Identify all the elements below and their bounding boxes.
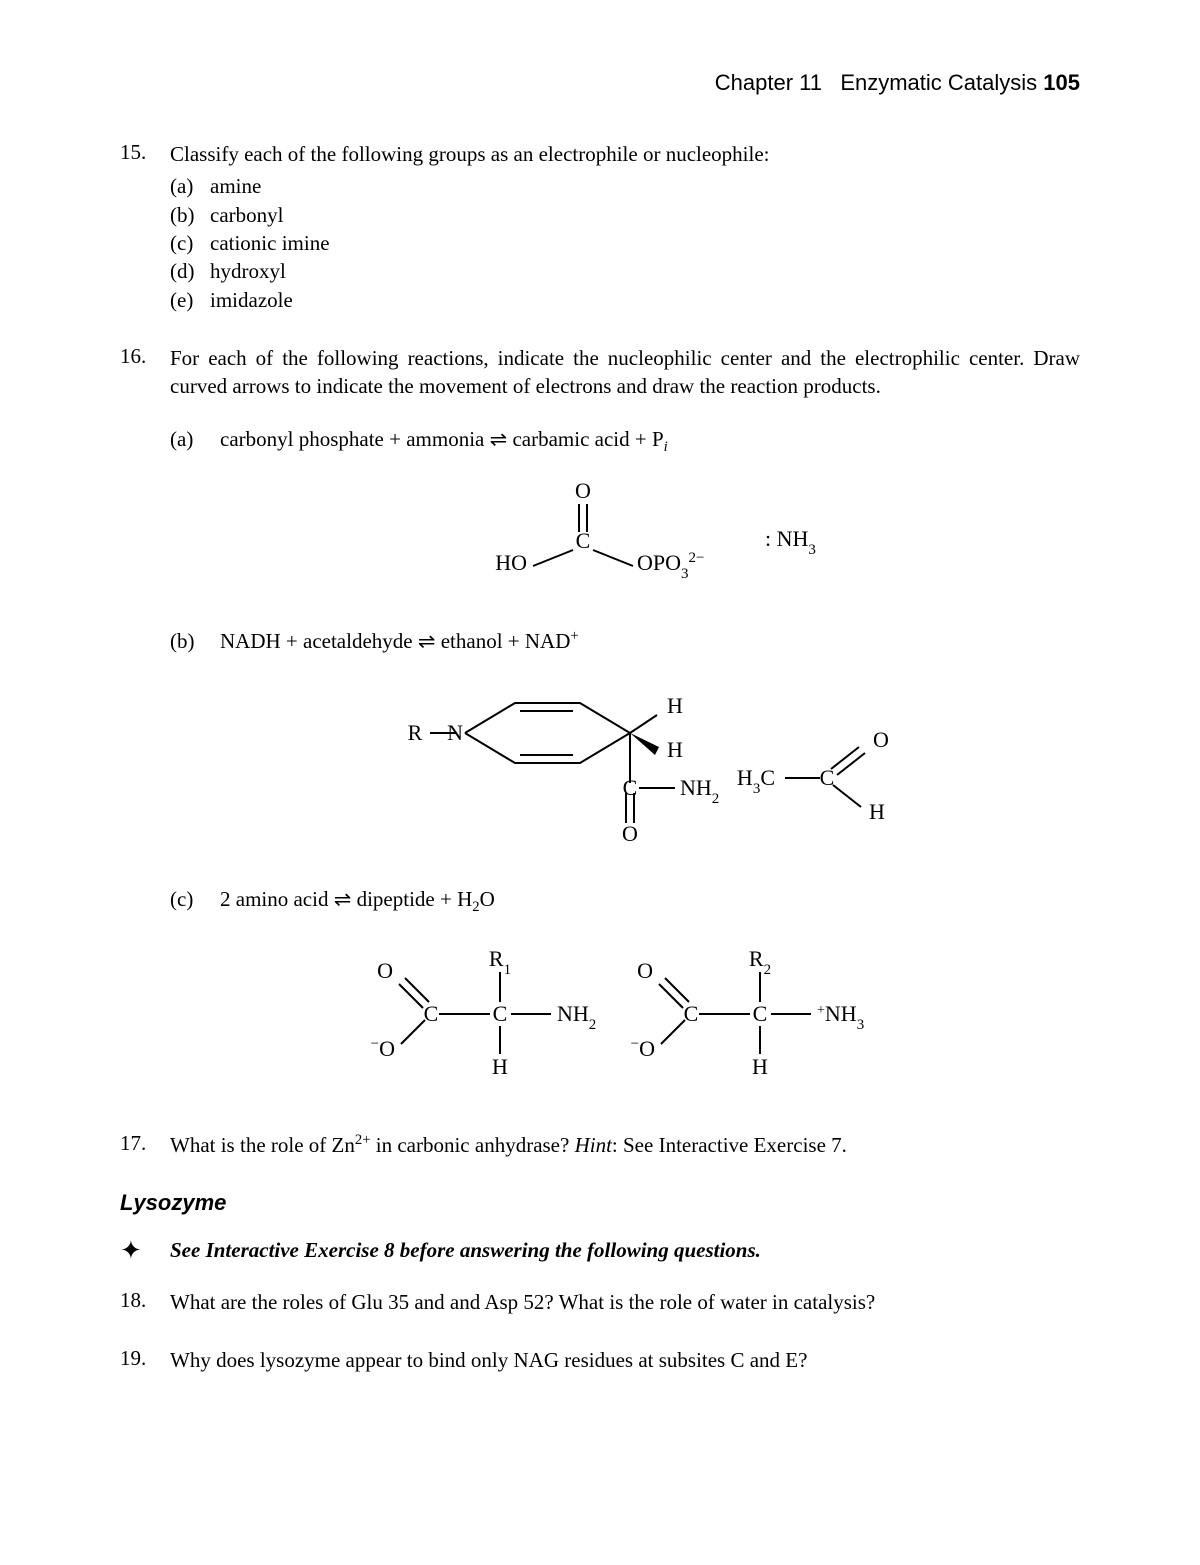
svg-text:H3C: H3C: [737, 765, 775, 797]
q16-number: 16.: [120, 344, 170, 369]
note-text: See Interactive Exercise 8 before answer…: [170, 1238, 761, 1263]
q16a-label: (a): [170, 425, 220, 458]
svg-text:H: H: [752, 1054, 768, 1079]
q15-opt-a: (a) amine: [170, 172, 1080, 200]
q15-opt-e: (e) imidazole: [170, 286, 1080, 314]
svg-text:C: C: [753, 1001, 768, 1026]
q19-number: 19.: [120, 1346, 170, 1371]
svg-text:HO: HO: [495, 550, 527, 575]
svg-text:−O: −O: [371, 1036, 395, 1061]
interactive-note: ✦ See Interactive Exercise 8 before answ…: [120, 1238, 1080, 1264]
section-lysozyme: Lysozyme: [120, 1190, 1080, 1216]
svg-text:H: H: [869, 799, 885, 824]
q17-text: What is the role of Zn2+ in carbonic anh…: [170, 1131, 1080, 1159]
svg-text:O: O: [377, 958, 393, 983]
svg-text:H: H: [667, 737, 683, 762]
page-header: Chapter 11 Enzymatic Catalysis 105: [120, 70, 1080, 96]
q19-text: Why does lysozyme appear to bind only NA…: [170, 1346, 1080, 1374]
svg-text:C: C: [623, 775, 638, 800]
q16b-structure: R N H H C NH2 O: [170, 673, 1080, 860]
svg-text:N: N: [447, 720, 463, 745]
q15-opt-c: (c) cationic imine: [170, 229, 1080, 257]
q16c-text: 2 amino acid ⇌ dipeptide + H2O: [220, 885, 495, 918]
svg-text:O: O: [873, 727, 889, 752]
svg-text:R: R: [408, 720, 423, 745]
header-chapter: Chapter 11: [715, 70, 822, 95]
q18-text: What are the roles of Glu 35 and and Asp…: [170, 1288, 1080, 1316]
q16c-structure: O −O C R1 C H NH2: [170, 936, 1080, 1093]
q16a-structure: O C HO OPO32− : NH3: [170, 476, 1080, 603]
page-number: 105: [1043, 70, 1080, 95]
svg-text:C: C: [576, 528, 591, 553]
svg-text:NH2: NH2: [680, 775, 719, 807]
svg-text:NH2: NH2: [557, 1001, 596, 1033]
note-arrow-icon: ✦: [120, 1238, 170, 1264]
q17-number: 17.: [120, 1131, 170, 1156]
q18-number: 18.: [120, 1288, 170, 1313]
q16-text: For each of the following reactions, ind…: [170, 346, 1080, 398]
svg-text:O: O: [637, 958, 653, 983]
header-title: Enzymatic Catalysis: [840, 70, 1037, 95]
q15-text: Classify each of the following groups as…: [170, 142, 770, 166]
svg-text:: NH3: : NH3: [765, 526, 816, 558]
svg-text:O: O: [622, 821, 638, 846]
question-15: 15. Classify each of the following group…: [120, 140, 1080, 314]
q16a-text: carbonyl phosphate + ammonia ⇌ carbamic …: [220, 425, 668, 458]
question-19: 19. Why does lysozyme appear to bind onl…: [120, 1346, 1080, 1374]
svg-text:H: H: [667, 693, 683, 718]
svg-text:H: H: [492, 1054, 508, 1079]
svg-text:C: C: [424, 1001, 439, 1026]
svg-text:OPO32−: OPO32−: [637, 550, 704, 582]
svg-text:O: O: [575, 478, 591, 503]
svg-text:C: C: [820, 765, 835, 790]
question-17: 17. What is the role of Zn2+ in carbonic…: [120, 1131, 1080, 1159]
q16c-label: (c): [170, 885, 220, 918]
page: Chapter 11 Enzymatic Catalysis 105 15. C…: [0, 0, 1200, 1565]
svg-text:−O: −O: [631, 1036, 655, 1061]
svg-text:+NH3: +NH3: [817, 1001, 864, 1033]
question-18: 18. What are the roles of Glu 35 and and…: [120, 1288, 1080, 1316]
q16b-text: NADH + acetaldehyde ⇌ ethanol + NAD+: [220, 627, 579, 655]
svg-text:C: C: [493, 1001, 508, 1026]
svg-text:C: C: [684, 1001, 699, 1026]
question-16: 16. For each of the following reactions,…: [120, 344, 1080, 1101]
q15-number: 15.: [120, 140, 170, 165]
q15-opt-d: (d) hydroxyl: [170, 257, 1080, 285]
q15-opt-b: (b) carbonyl: [170, 201, 1080, 229]
q16b-label: (b): [170, 627, 220, 655]
